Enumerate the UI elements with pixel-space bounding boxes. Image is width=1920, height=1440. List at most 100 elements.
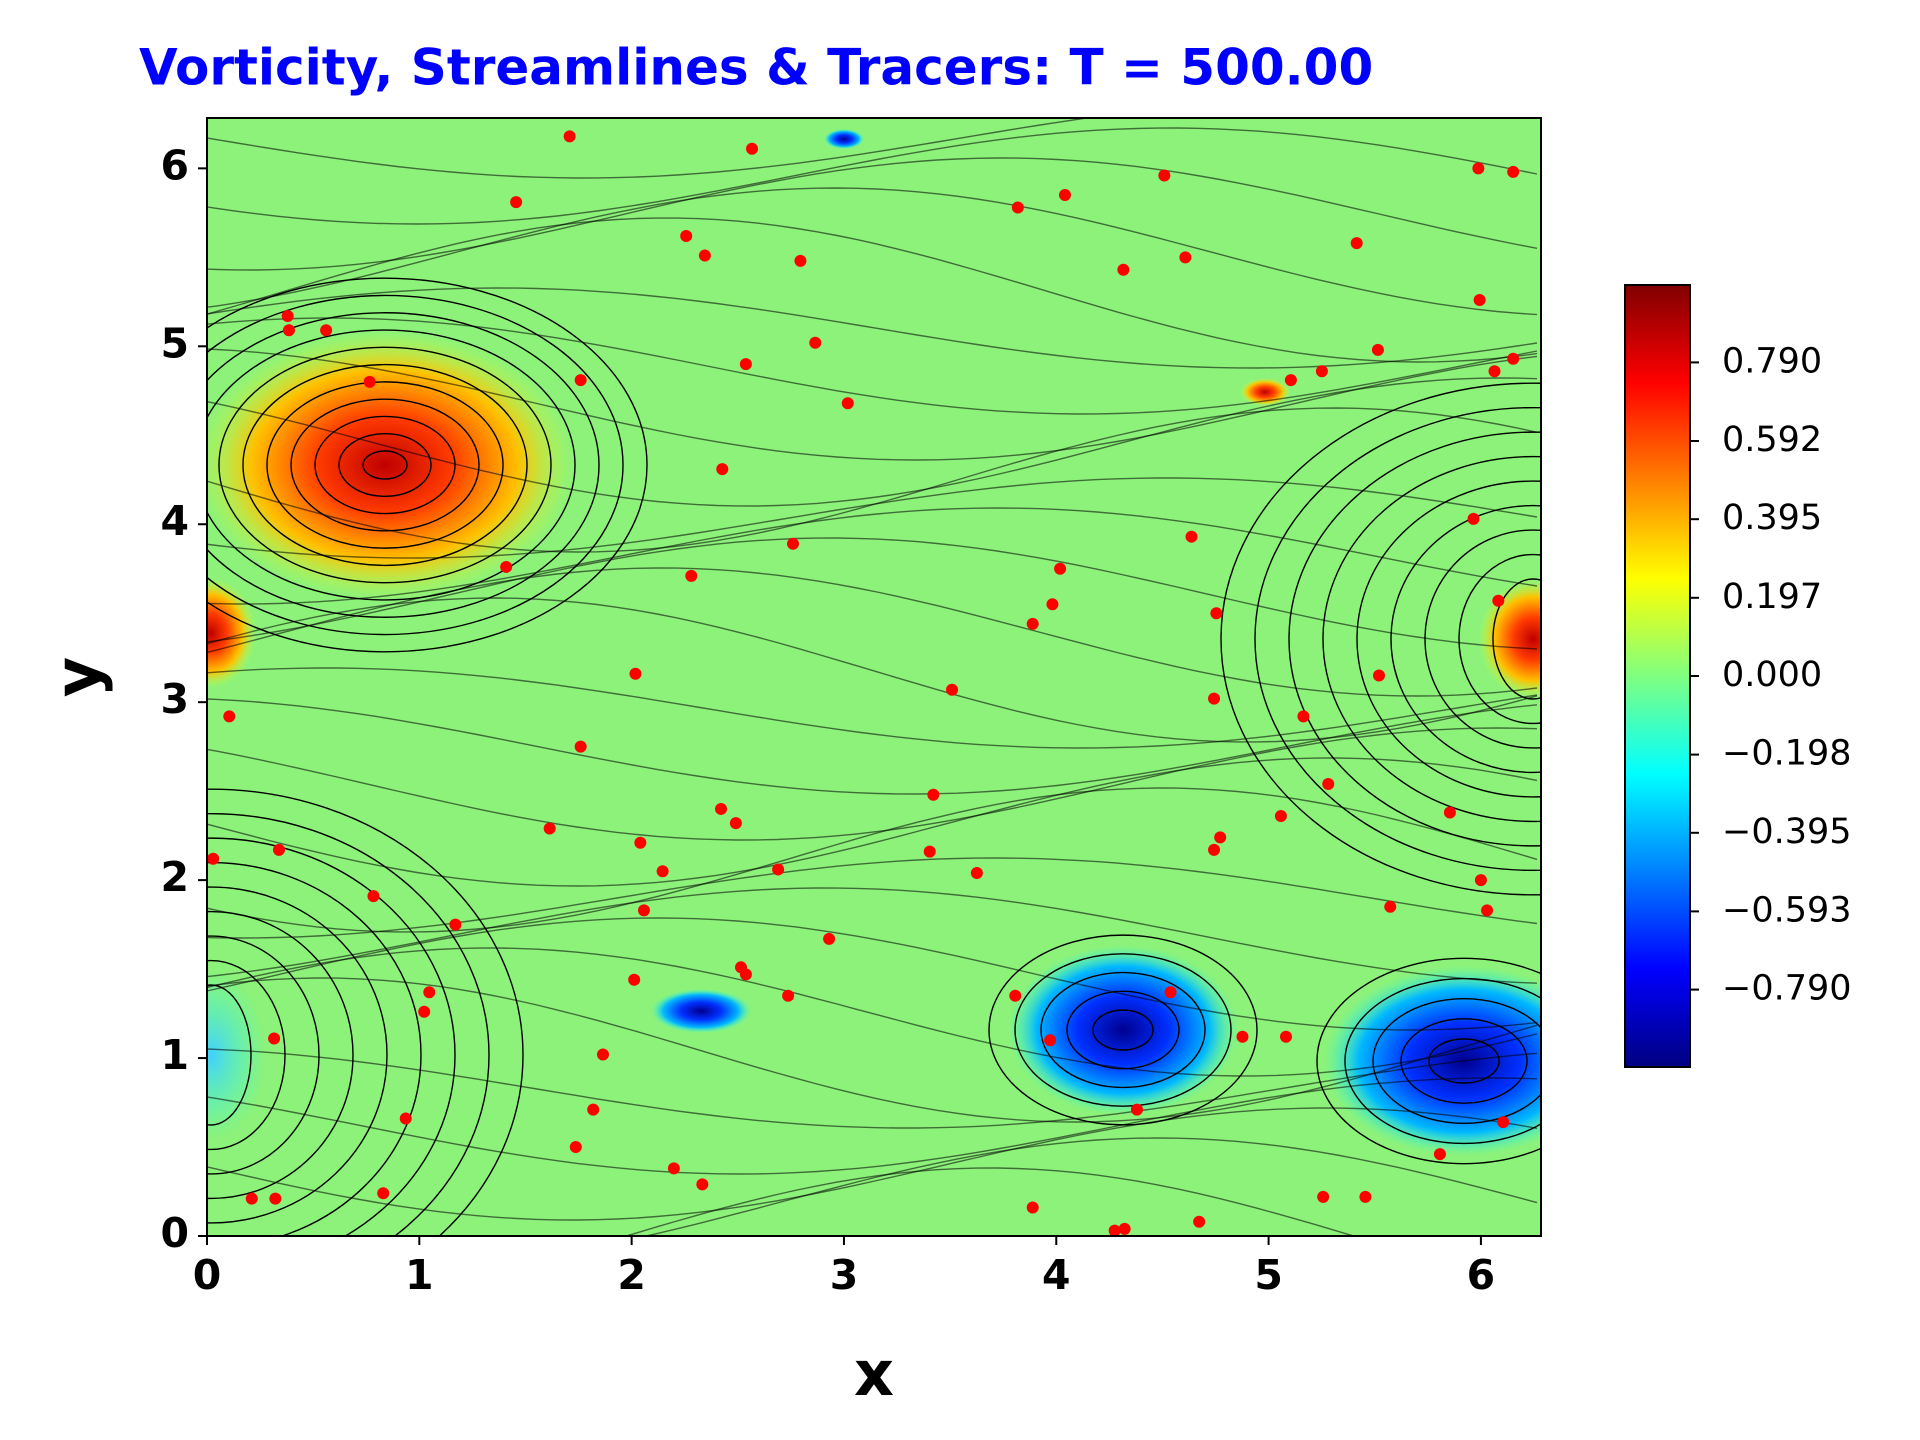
y-tick-label: 6: [160, 141, 189, 189]
tracer: [1474, 874, 1487, 887]
streamline: [207, 377, 1538, 507]
tracer: [782, 989, 795, 1002]
colorbar: [1624, 284, 1691, 1068]
tracer: [970, 867, 983, 880]
tracer: [746, 142, 759, 155]
tracer: [696, 1178, 709, 1191]
streamline: [1424, 529, 1541, 749]
tracer: [543, 822, 556, 835]
streamline: [207, 567, 1538, 697]
tracer: [1026, 1201, 1039, 1214]
colorbar-tick-label: 0.197: [1722, 577, 1822, 617]
tracer: [787, 537, 800, 550]
tracer: [1208, 692, 1221, 705]
tracer: [1044, 1034, 1057, 1047]
tracer: [574, 740, 587, 753]
streamline: [207, 217, 1538, 363]
tracer: [1210, 607, 1223, 620]
tracer: [1208, 843, 1221, 856]
tracer: [1193, 1215, 1206, 1228]
streamline: [207, 187, 1538, 316]
streamline: [207, 959, 286, 1151]
tracer: [1179, 251, 1192, 264]
y-tick-label: 4: [160, 497, 189, 545]
streamline: [207, 757, 1538, 887]
tracer: [739, 358, 752, 371]
streamline: [1428, 1038, 1500, 1084]
tracer: [629, 667, 642, 680]
tracer: [1214, 831, 1227, 844]
vorticity-field: [207, 118, 1541, 1236]
tracer: [245, 1192, 258, 1205]
tracer: [1492, 594, 1505, 607]
tracer: [729, 817, 742, 830]
tracer: [1315, 365, 1328, 378]
streamline: [1458, 553, 1541, 725]
tracer: [1359, 1190, 1372, 1203]
colorbar-tick-label: 0.000: [1722, 655, 1822, 695]
streamline: [207, 277, 648, 653]
streamline: [207, 507, 1538, 605]
tracer: [1054, 562, 1067, 575]
tracer: [1472, 162, 1485, 175]
tracer: [1274, 810, 1287, 823]
tracer: [923, 845, 936, 858]
chart-title: Vorticity, Streamlines & Tracers: T = 50…: [139, 39, 1373, 97]
tracer: [269, 1192, 282, 1205]
tracer: [656, 865, 669, 878]
tracer: [500, 560, 513, 573]
tracer: [1488, 365, 1501, 378]
streamline: [1040, 971, 1206, 1089]
tracer: [823, 932, 836, 945]
streamline: [207, 667, 1538, 749]
streamline: [207, 348, 1538, 461]
tracer: [716, 463, 729, 476]
colorbar-tick-label: 0.395: [1722, 498, 1822, 538]
streamline: [207, 947, 1538, 1077]
tracer: [1058, 189, 1071, 202]
streamline: [207, 1077, 1538, 1175]
tracer: [715, 802, 728, 815]
tracer: [1046, 598, 1059, 611]
tracer: [1108, 1224, 1121, 1236]
x-tick-label: 1: [405, 1251, 434, 1299]
streamline: [207, 910, 354, 1200]
streamline: [1400, 1018, 1528, 1104]
tracer: [927, 788, 940, 801]
tracer: [1507, 352, 1520, 365]
tracer: [563, 130, 576, 143]
streamline: [207, 118, 1092, 179]
tracer: [1009, 989, 1022, 1002]
tracer: [637, 904, 650, 917]
streamline: [207, 329, 576, 601]
tracer: [272, 843, 285, 856]
tracer: [809, 336, 822, 349]
streamline: [242, 363, 528, 567]
tracer: [1473, 294, 1486, 307]
streamline: [1356, 480, 1541, 798]
streamline: [207, 312, 600, 618]
x-tick-label: 3: [830, 1251, 859, 1299]
streamline: [207, 157, 1538, 271]
tracer: [1185, 530, 1198, 543]
colorbar-tick-label: −0.790: [1722, 969, 1852, 1009]
tracer: [282, 324, 295, 337]
tracer: [794, 254, 807, 267]
colorbar-tick-label: 0.790: [1722, 341, 1822, 381]
streamline: [207, 857, 1538, 939]
tracer: [569, 1141, 582, 1154]
colorbar-tick-label: 0.592: [1722, 420, 1822, 460]
tracer: [1158, 169, 1171, 182]
tracer: [574, 374, 587, 387]
tracer: [739, 968, 752, 981]
streamline: [338, 433, 432, 497]
tracer: [1443, 806, 1456, 819]
tracer: [1164, 986, 1177, 999]
tracer: [281, 310, 294, 323]
streamline: [207, 837, 456, 1236]
streamline: [314, 415, 456, 515]
tracer: [1384, 900, 1397, 913]
tracer: [1026, 617, 1039, 630]
tracer: [1497, 1116, 1510, 1129]
